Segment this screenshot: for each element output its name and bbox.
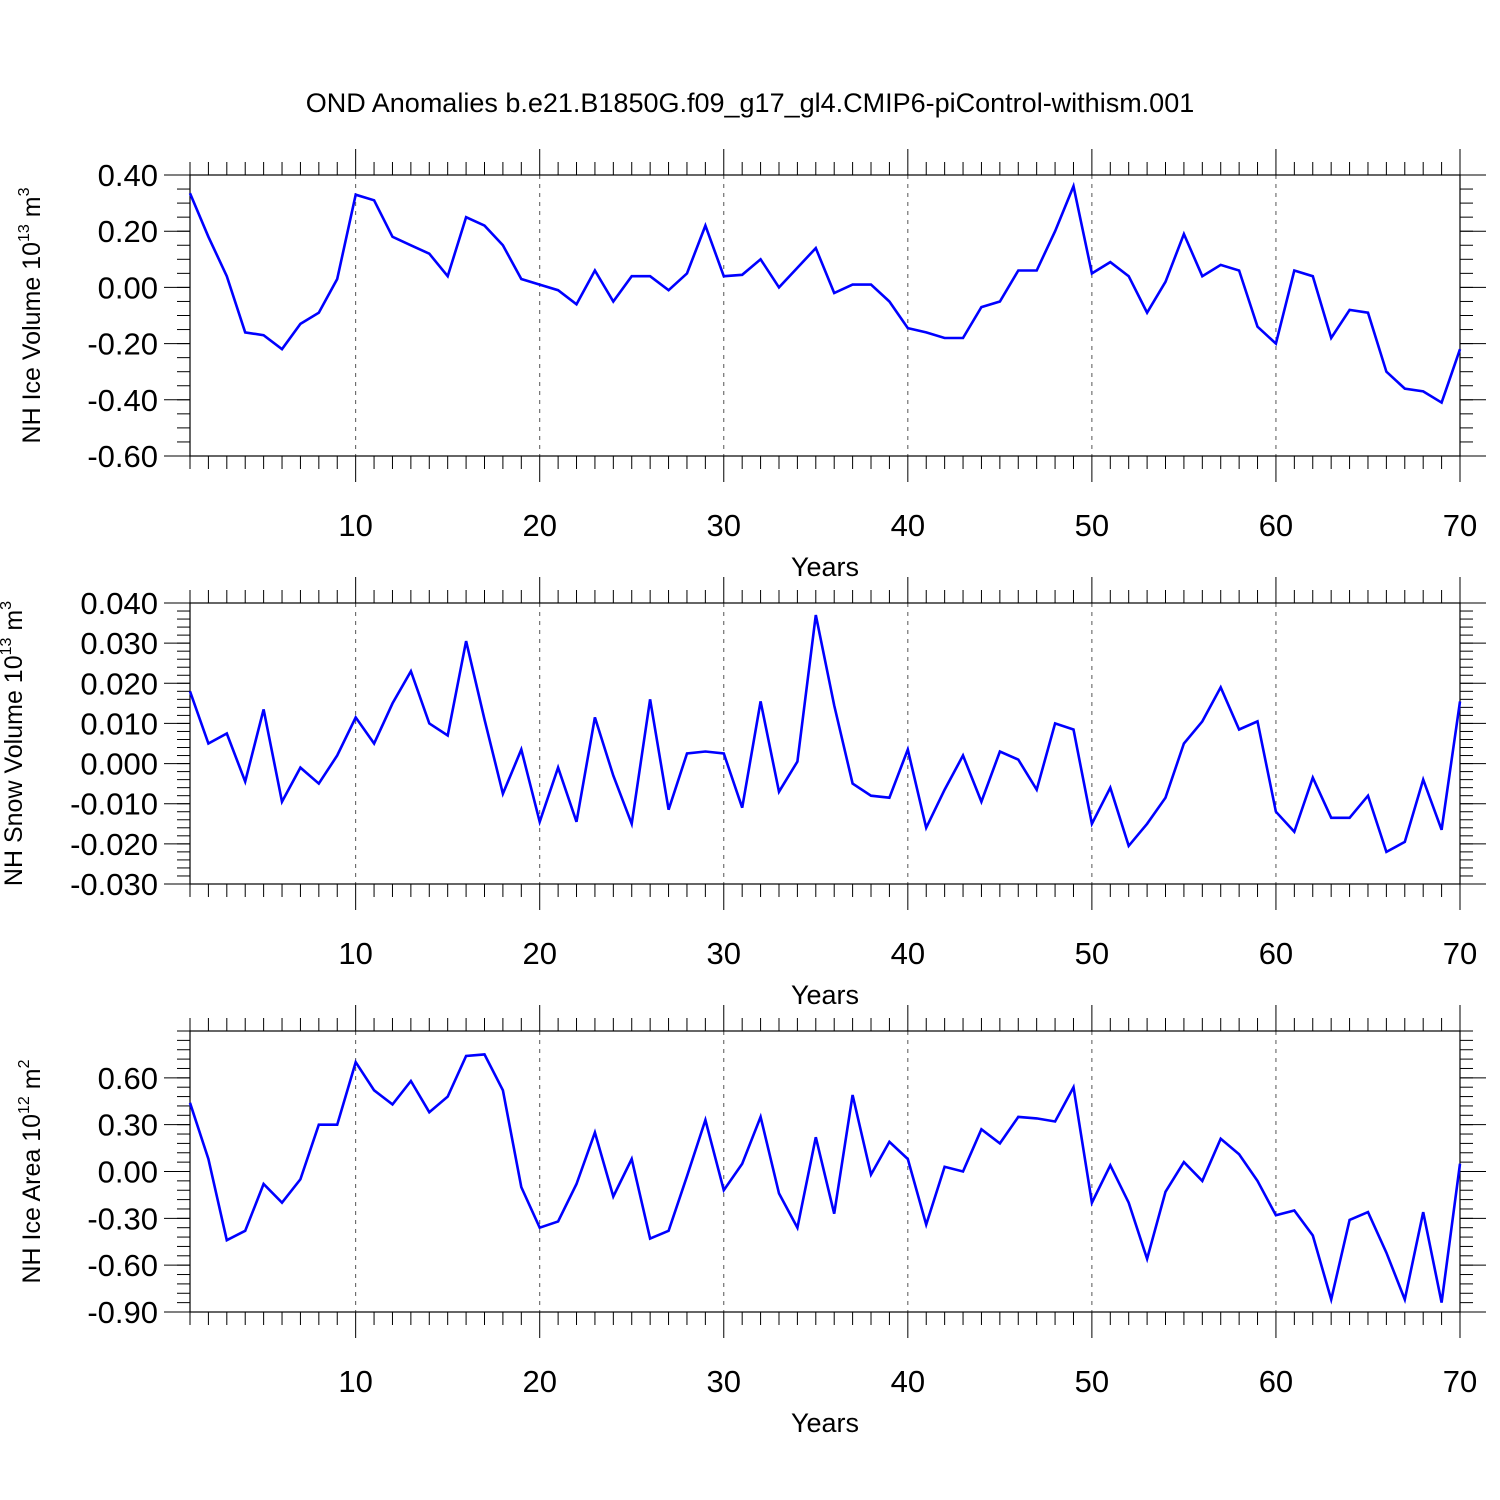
y-title-unit: m [18,196,46,224]
y-title-text: NH Snow Volume 10 [0,655,28,886]
y-title-unit-power: 2 [16,1059,33,1068]
x-tick-label: 20 [522,508,556,543]
x-tick-label: 40 [891,1364,925,1399]
y-tick-label: 0.020 [80,666,158,701]
series-line [188,1053,1462,1305]
chart-title: OND Anomalies b.e21.B1850G.f09_g17_gl4.C… [306,88,1194,118]
x-tick-label: 70 [1443,936,1477,971]
x-tick-label: 50 [1075,1364,1109,1399]
x-tick-label: 40 [891,936,925,971]
x-tick-label: 60 [1259,1364,1293,1399]
panels: 10 20 30 40 50 60 70 Years -0.60 -0.40 -0.20 0.00 0.… [0,149,1486,1438]
x-tick-label: 20 [522,1364,556,1399]
x-tick-label: 10 [338,508,372,543]
y-tick-label: -0.030 [70,867,158,902]
y-tick-label: -0.60 [87,1248,158,1283]
y-tick-label: 0.60 [98,1061,158,1096]
x-tick-label: 10 [338,936,372,971]
series-line [188,614,1462,854]
x-tick-label: 20 [522,936,556,971]
y-title-unit: m [0,610,28,638]
x-tick-label: 10 [338,1364,372,1399]
y-title-text: NH Ice Area 10 [18,1114,46,1284]
panel-3: 10 20 30 40 50 60 70 Years -0.90 -0.60 -0.30 0.00 0.… [16,1005,1486,1438]
y-tick-label: 0.010 [80,706,158,741]
x-axis-title: Years [791,552,859,582]
series-line [188,181,1462,405]
y-tick-label: 0.00 [98,270,158,305]
y-title-exponent: 13 [16,224,33,242]
x-tick-label: 70 [1443,1364,1477,1399]
x-tick-label: 60 [1259,508,1293,543]
x-axis-title: Years [791,980,859,1010]
y-tick-label: -0.90 [87,1295,158,1330]
x-tick-label: 30 [707,508,741,543]
y-tick-label: -0.010 [70,787,158,822]
y-tick-label: 0.00 [98,1155,158,1190]
y-tick-label: -0.020 [70,827,158,862]
x-tick-label: 50 [1075,508,1109,543]
y-title-unit-power: 3 [16,187,33,196]
y-tick-label: 0.40 [98,158,158,193]
y-tick-label: -0.20 [87,327,158,362]
x-tick-label: 30 [707,936,741,971]
y-tick-label: -0.30 [87,1201,158,1236]
x-tick-label: 50 [1075,936,1109,971]
x-tick-label: 30 [707,1364,741,1399]
plot-frame [189,602,1461,885]
y-tick-label: 0.000 [80,747,158,782]
y-tick-label: 0.20 [98,214,158,249]
y-title-exponent: 12 [16,1096,33,1114]
panel-2: 10 20 30 40 50 60 70 Years -0.030 -0.020 -0.010 0.0… [0,577,1486,1010]
x-tick-label: 70 [1443,508,1477,543]
y-tick-label: -0.60 [87,439,158,474]
y-axis-title: NH Ice Area 1012 m2 [16,1059,46,1283]
y-tick-label: -0.40 [87,383,158,418]
x-tick-label: 40 [891,508,925,543]
y-axis-title: NH Snow Volume 1013 m3 [0,601,28,886]
y-tick-label: 0.30 [98,1108,158,1143]
y-tick-label: 0.040 [80,586,158,621]
y-title-unit: m [18,1068,46,1096]
y-tick-label: 0.030 [80,626,158,661]
x-tick-label: 60 [1259,936,1293,971]
y-axis-title: NH Ice Volume 1013 m3 [16,187,46,443]
x-axis-title: Years [791,1408,859,1438]
y-title-text: NH Ice Volume 10 [18,242,46,444]
y-title-exponent: 13 [0,638,15,656]
plot-frame [189,174,1461,457]
panel-1: 10 20 30 40 50 60 70 Years -0.60 -0.40 -0.20 0.00 0.… [16,149,1486,582]
y-title-unit-power: 3 [0,601,15,610]
